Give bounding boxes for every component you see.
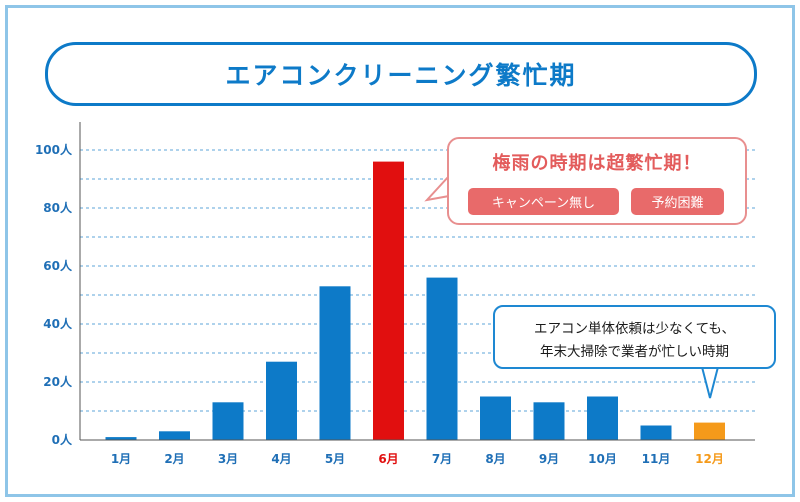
bar-1 [105, 437, 137, 440]
bar-7 [426, 277, 458, 440]
x-tick-label: 1月 [111, 452, 131, 466]
hard-to-book-tag: 予約困難 [631, 188, 724, 215]
bar-3 [212, 402, 244, 440]
x-tick-label: 4月 [271, 452, 291, 466]
x-tick-label: 5月 [325, 452, 345, 466]
december-callout-line-2: 年末大掃除で業者が忙しい時期 [540, 344, 729, 360]
peak-callout-title: 梅雨の時期は超繁忙期！ [492, 153, 702, 174]
title-banner: エアコンクリーニング繁忙期 [45, 42, 757, 106]
y-tick-label: 0人 [52, 432, 73, 447]
y-tick-label: 60人 [43, 258, 73, 273]
x-tick-label: 12月 [695, 452, 724, 466]
x-tick-label: 6月 [378, 452, 398, 466]
bar-8 [480, 396, 511, 440]
x-tick-label: 3月 [218, 452, 238, 466]
x-tick-label: 2月 [164, 452, 184, 466]
peak-season-callout: 梅雨の時期は超繁忙期！ キャンペーン無し 予約困難 [447, 137, 747, 225]
grid-lines [80, 149, 755, 412]
december-callout-line-1: エアコン単体依頼は少なくても、 [533, 321, 735, 337]
x-tick-label: 8月 [485, 452, 505, 466]
bar-6 [373, 161, 404, 440]
bar-9 [533, 402, 565, 440]
y-tick-label: 40人 [43, 316, 73, 331]
bar-5 [319, 286, 351, 440]
x-tick-labels: 1月 2月 3月 4月 5月 6月 7月 8月 9月 10月 11月 12月 [111, 452, 724, 466]
bar-10 [587, 396, 618, 440]
y-tick-label: 100人 [35, 142, 73, 157]
bar-11 [640, 425, 672, 440]
y-tick-labels: 0人 20人 40人 60人 80人 100人 [35, 142, 73, 447]
bar-2 [159, 431, 190, 440]
x-tick-label: 7月 [432, 452, 452, 466]
december-callout-pointer [700, 366, 720, 399]
bars [105, 161, 725, 440]
x-tick-label: 11月 [642, 452, 671, 466]
december-callout: エアコン単体依頼は少なくても、 年末大掃除で業者が忙しい時期 [493, 305, 776, 369]
no-campaign-tag: キャンペーン無し [468, 188, 619, 215]
peak-callout-pointer [424, 173, 450, 202]
x-tick-label: 10月 [588, 452, 617, 466]
bar-12 [694, 422, 725, 440]
y-tick-label: 80人 [43, 200, 73, 215]
bar-4 [266, 361, 297, 440]
y-tick-label: 20人 [43, 374, 73, 389]
x-tick-label: 9月 [539, 452, 559, 466]
page-title: エアコンクリーニング繁忙期 [225, 61, 577, 90]
